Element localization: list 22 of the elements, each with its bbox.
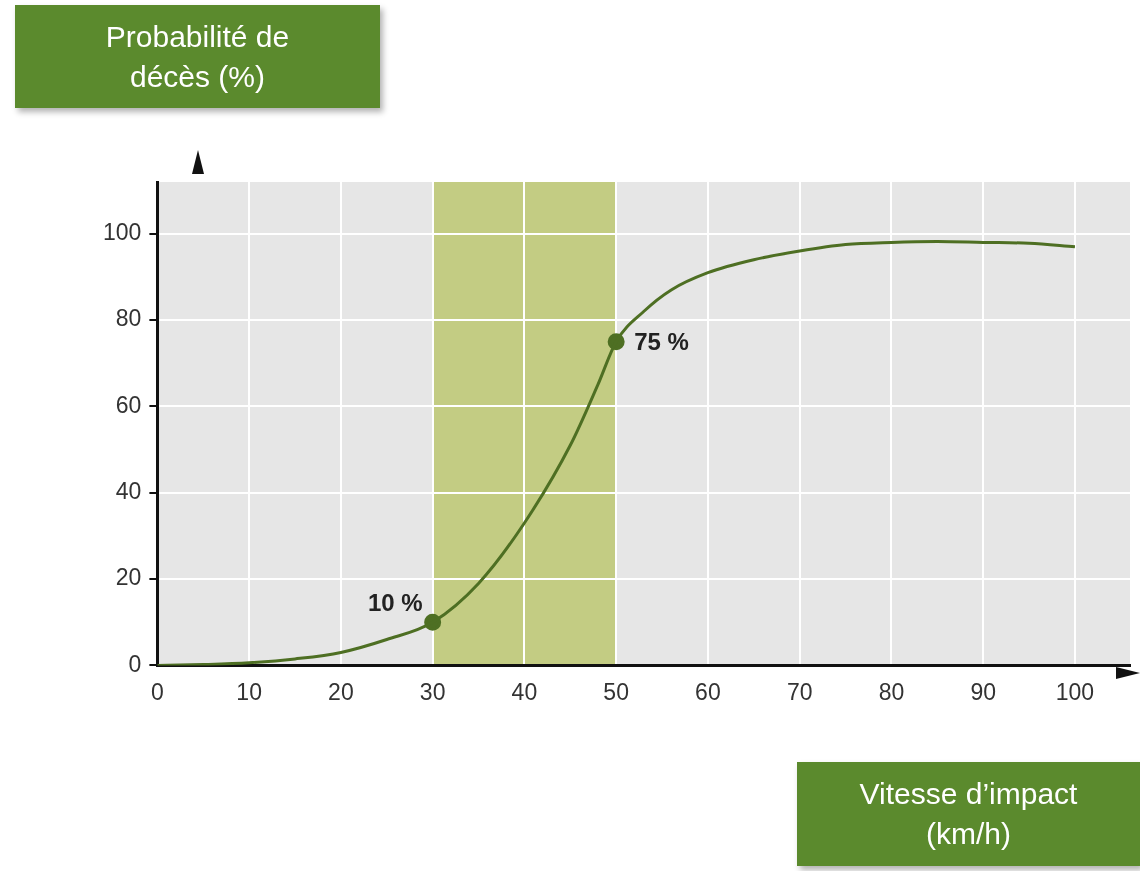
x-tick-label: 90	[970, 678, 996, 705]
x-tick-label: 100	[1055, 678, 1095, 705]
x-tick-label: 80	[878, 678, 905, 705]
y-tick-label: 80	[115, 305, 142, 332]
x-tick-label: 10	[236, 678, 262, 705]
x-tick-label: 20	[328, 678, 354, 705]
x-tick-label: 30	[419, 678, 446, 705]
data-label: 10 %	[367, 588, 423, 616]
y-axis-title: Probabilité de décès (%)	[15, 5, 380, 108]
y-tick-label: 40	[115, 478, 142, 505]
y-tick-label: 0	[128, 650, 142, 677]
data-label: 75 %	[634, 328, 689, 356]
x-tick-label: 60	[695, 678, 721, 705]
x-tick-label: 50	[603, 678, 629, 705]
x-tick-label: 0	[150, 678, 164, 705]
x-axis-title: Vitesse d’impact (km/h)	[797, 762, 1140, 866]
y-tick-label: 100	[103, 219, 142, 246]
x-tick-label: 40	[511, 678, 538, 705]
y-tick-label: 60	[115, 391, 142, 418]
line-series	[157, 240, 1077, 666]
x-tick-label: 70	[786, 678, 813, 705]
y-tick-label: 20	[115, 564, 142, 591]
